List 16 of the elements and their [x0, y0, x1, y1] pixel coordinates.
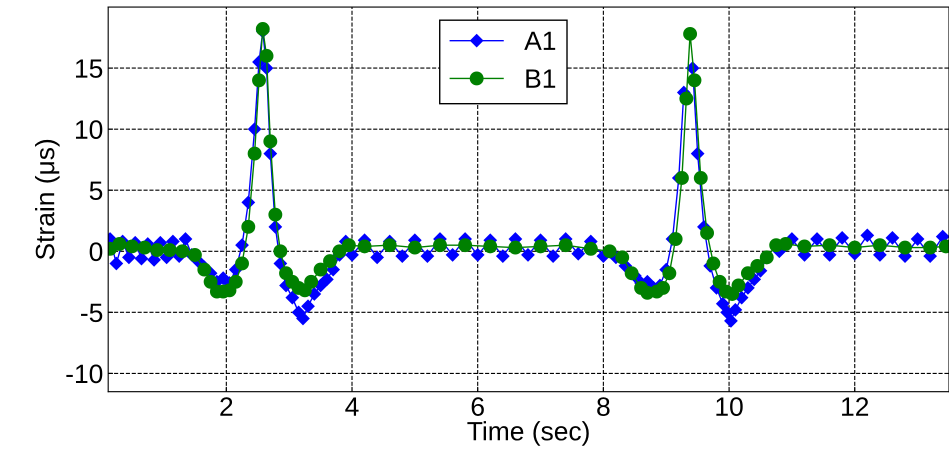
- y-tick-label: 10: [76, 120, 102, 139]
- y-tick-label: -5: [81, 304, 102, 322]
- x-tick-label: 10: [716, 397, 743, 416]
- y-tick-label: -10: [66, 364, 102, 384]
- legend-label: A1: [524, 32, 556, 50]
- x-tick-label: 2: [220, 397, 232, 416]
- x-tick-label: 4: [345, 398, 359, 416]
- legend-label: B1: [526, 70, 556, 88]
- x-tick-label: 8: [597, 397, 610, 416]
- y-axis-title: Strain (μs): [35, 140, 60, 260]
- x-tick-label: 6: [472, 397, 484, 416]
- y-tick-label: 15: [76, 59, 102, 78]
- x-tick-label: 12: [842, 397, 868, 416]
- y-tick-label: 5: [90, 182, 102, 200]
- x-axis-title: Time (sec): [467, 421, 589, 446]
- y-tick-label: 0: [90, 242, 102, 262]
